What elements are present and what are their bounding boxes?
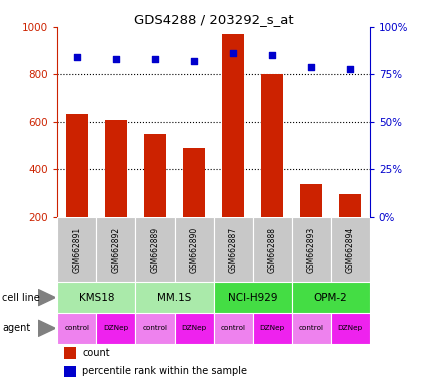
- Bar: [300, 184, 322, 265]
- Bar: [292, 313, 331, 344]
- Text: DZNep: DZNep: [103, 325, 129, 331]
- Text: control: control: [221, 325, 246, 331]
- Point: [74, 54, 80, 60]
- Bar: [57, 217, 96, 282]
- Bar: [136, 217, 175, 282]
- Text: control: control: [299, 325, 324, 331]
- Text: GSM662891: GSM662891: [72, 227, 82, 273]
- Bar: [183, 148, 205, 265]
- Point: [152, 56, 159, 62]
- Text: control: control: [65, 325, 89, 331]
- Text: cell line: cell line: [2, 293, 40, 303]
- Text: DZNep: DZNep: [260, 325, 285, 331]
- Text: percentile rank within the sample: percentile rank within the sample: [82, 366, 247, 376]
- Text: NCI-H929: NCI-H929: [228, 293, 278, 303]
- Text: agent: agent: [2, 323, 30, 333]
- Bar: [213, 313, 252, 344]
- Bar: [331, 217, 370, 282]
- Bar: [96, 217, 136, 282]
- Bar: [136, 313, 175, 344]
- Bar: [292, 282, 370, 313]
- Bar: [96, 313, 136, 344]
- Bar: [331, 313, 370, 344]
- Point: [191, 58, 198, 64]
- Bar: [144, 134, 166, 265]
- Text: GSM662890: GSM662890: [190, 227, 198, 273]
- Title: GDS4288 / 203292_s_at: GDS4288 / 203292_s_at: [134, 13, 293, 26]
- Polygon shape: [38, 320, 55, 336]
- Bar: [105, 119, 127, 265]
- Point: [113, 56, 119, 62]
- Text: OPM-2: OPM-2: [314, 293, 348, 303]
- Text: DZNep: DZNep: [181, 325, 207, 331]
- Text: GSM662892: GSM662892: [111, 227, 120, 273]
- Point: [308, 64, 314, 70]
- Text: MM.1S: MM.1S: [157, 293, 192, 303]
- Bar: [252, 313, 292, 344]
- Bar: [340, 194, 361, 265]
- Bar: [64, 347, 76, 359]
- Text: GSM662887: GSM662887: [229, 227, 238, 273]
- Bar: [57, 313, 96, 344]
- Point: [269, 52, 275, 58]
- Polygon shape: [38, 290, 55, 306]
- Bar: [57, 282, 136, 313]
- Bar: [64, 366, 76, 377]
- Bar: [292, 217, 331, 282]
- Point: [347, 66, 354, 72]
- Bar: [213, 217, 252, 282]
- Bar: [213, 282, 292, 313]
- Point: [230, 50, 236, 56]
- Text: KMS18: KMS18: [79, 293, 114, 303]
- Text: GSM662889: GSM662889: [150, 227, 159, 273]
- Bar: [175, 313, 213, 344]
- Bar: [66, 114, 88, 265]
- Text: DZNep: DZNep: [337, 325, 363, 331]
- Bar: [261, 74, 283, 265]
- Text: GSM662888: GSM662888: [268, 227, 277, 273]
- Text: GSM662894: GSM662894: [346, 227, 355, 273]
- Bar: [136, 282, 213, 313]
- Bar: [175, 217, 213, 282]
- Text: control: control: [142, 325, 167, 331]
- Bar: [222, 34, 244, 265]
- Bar: [252, 217, 292, 282]
- Text: GSM662893: GSM662893: [307, 227, 316, 273]
- Text: count: count: [82, 348, 110, 358]
